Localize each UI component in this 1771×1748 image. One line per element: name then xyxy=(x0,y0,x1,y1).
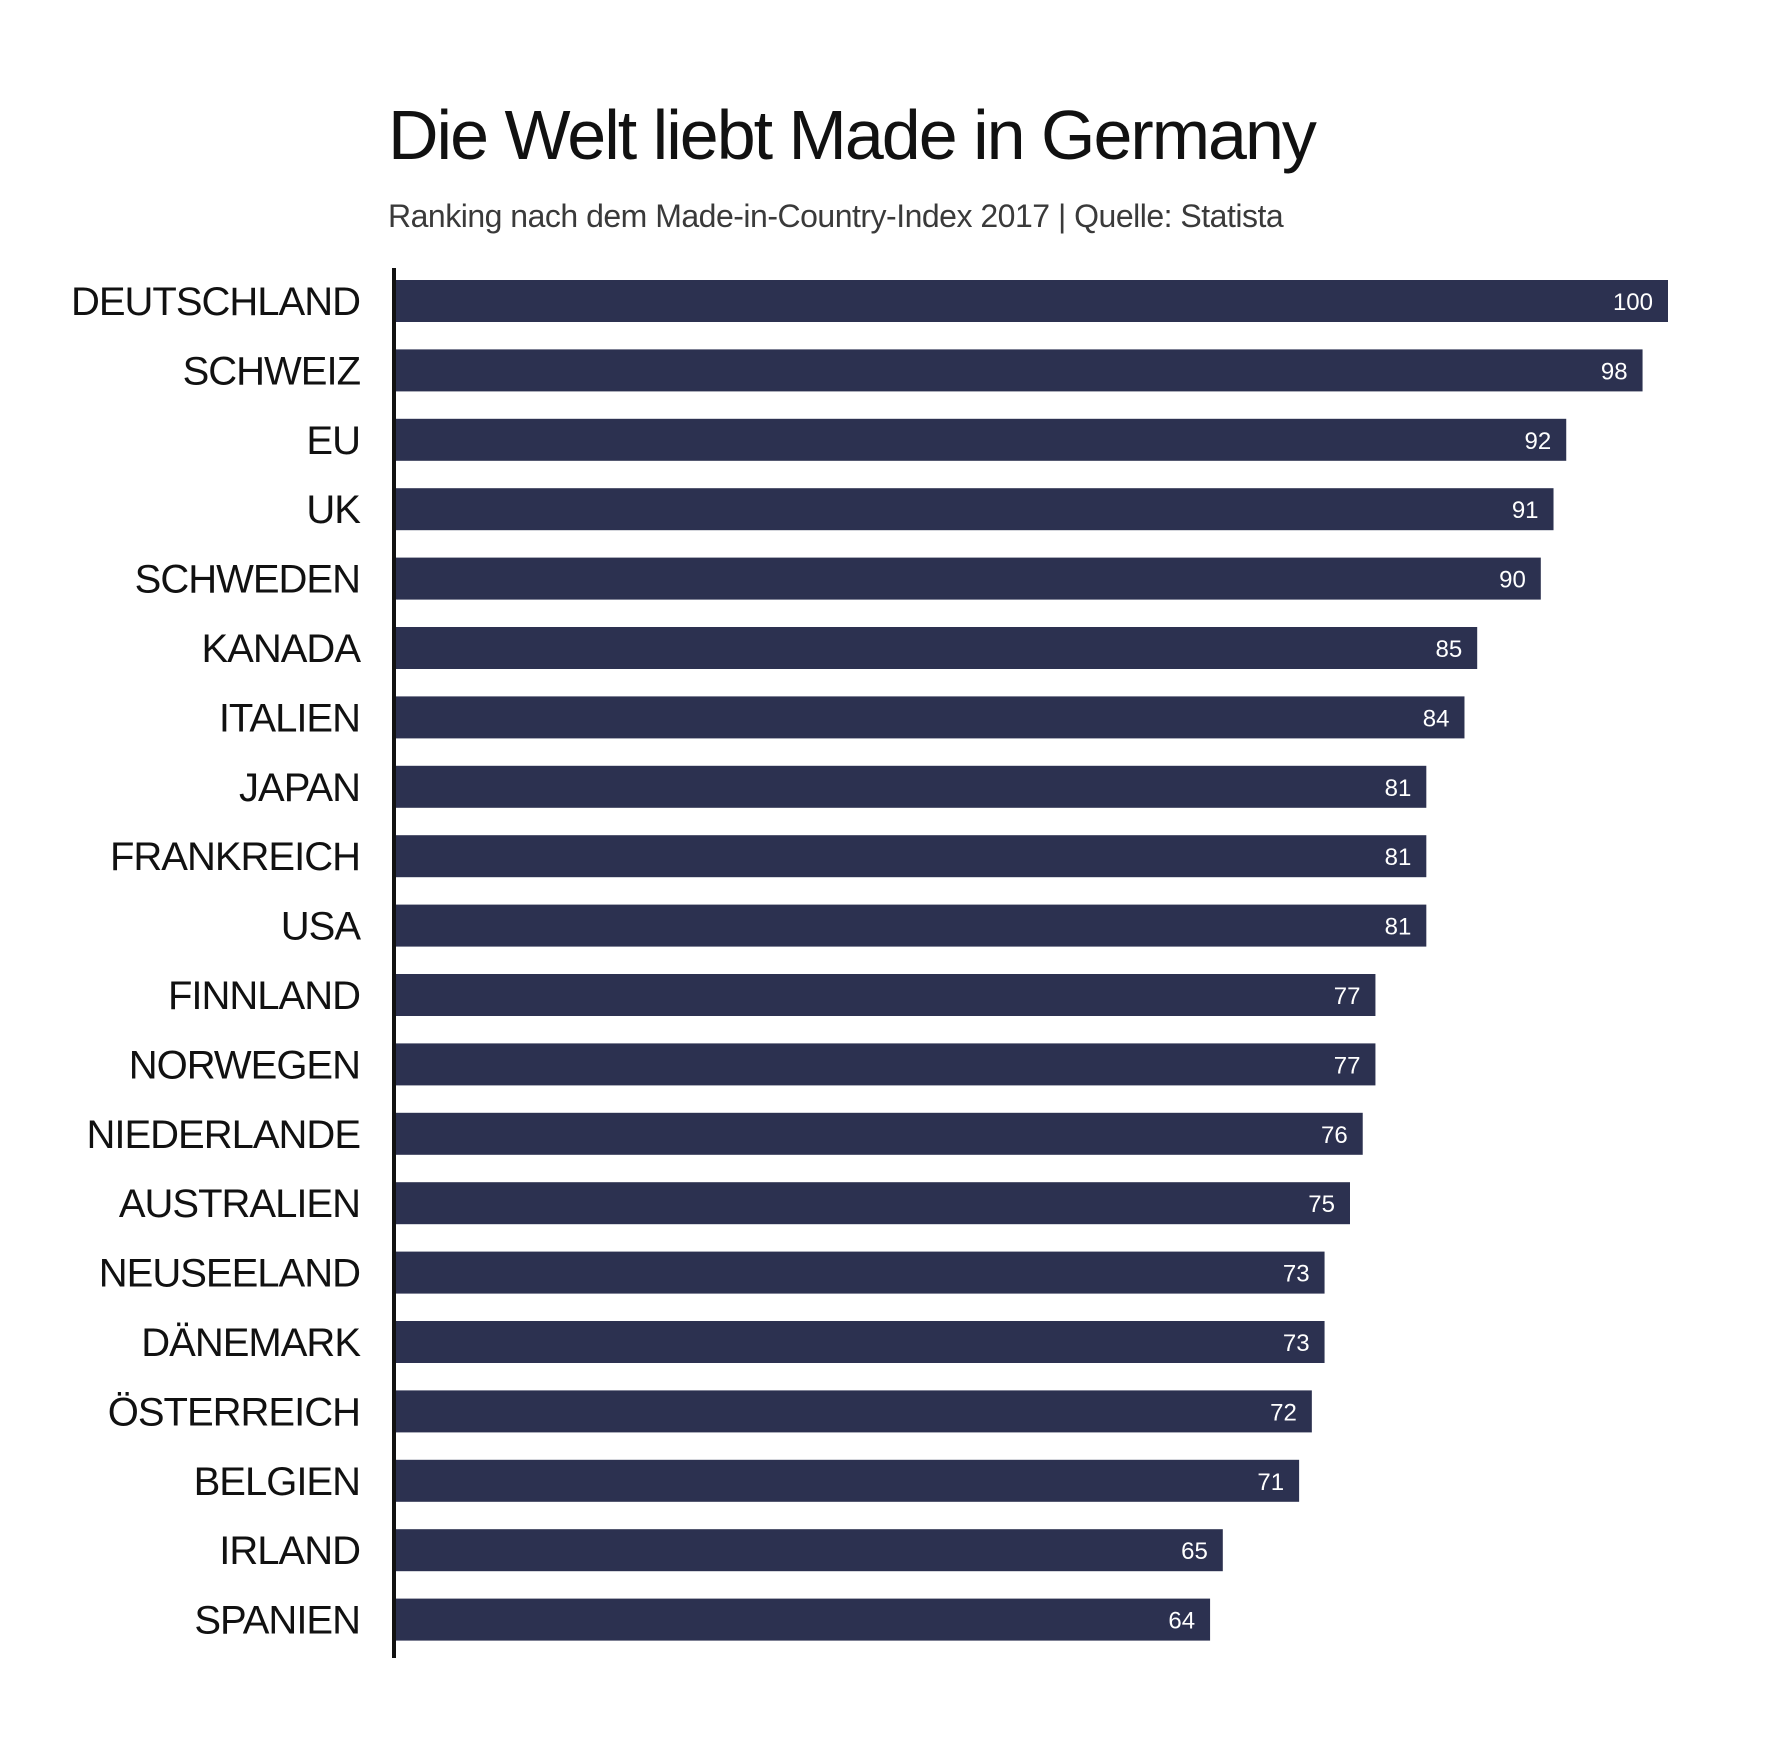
bar-8 xyxy=(396,835,1427,878)
value-label: 65 xyxy=(1181,1538,1208,1565)
value-label: 72 xyxy=(1270,1399,1297,1426)
bar-4 xyxy=(396,557,1541,600)
value-label: 91 xyxy=(1512,497,1539,524)
value-label: 81 xyxy=(1385,775,1412,802)
category-label: FINNLAND xyxy=(168,974,360,1018)
category-label: BELGIEN xyxy=(194,1460,360,1504)
value-label: 71 xyxy=(1257,1469,1284,1496)
category-label: NEUSEELAND xyxy=(99,1252,360,1296)
bar-5 xyxy=(396,627,1478,669)
category-label: ÖSTERREICH xyxy=(108,1390,360,1434)
value-label: 81 xyxy=(1385,914,1412,941)
chart-subtitle: Ranking nach dem Made-in-Country-Index 2… xyxy=(388,198,1284,234)
category-label: KANADA xyxy=(202,627,362,671)
category-label: NIEDERLANDE xyxy=(86,1113,360,1157)
category-label: ITALIEN xyxy=(219,696,360,740)
value-label: 77 xyxy=(1334,983,1361,1010)
category-label: SCHWEIZ xyxy=(183,349,361,393)
category-label: JAPAN xyxy=(239,766,360,810)
category-label: USA xyxy=(281,905,362,949)
bar-3 xyxy=(396,488,1554,531)
bar-7 xyxy=(396,765,1427,808)
value-label: 98 xyxy=(1601,358,1628,385)
bar-16 xyxy=(396,1390,1312,1433)
value-label: 64 xyxy=(1168,1608,1195,1635)
bar-6 xyxy=(396,696,1465,739)
value-label: 73 xyxy=(1283,1261,1310,1288)
value-label: 77 xyxy=(1334,1052,1361,1079)
value-label: 84 xyxy=(1423,705,1450,732)
category-label: FRANKREICH xyxy=(110,835,360,879)
bar-15 xyxy=(396,1321,1325,1363)
bar-2 xyxy=(396,418,1567,461)
bar-9 xyxy=(396,904,1427,947)
bar-19 xyxy=(396,1598,1211,1641)
category-label: SPANIEN xyxy=(194,1599,360,1643)
bar-14 xyxy=(396,1251,1325,1294)
bar-17 xyxy=(396,1459,1300,1502)
value-label: 73 xyxy=(1283,1330,1310,1357)
value-label: 76 xyxy=(1321,1122,1348,1149)
category-label: DÄNEMARK xyxy=(141,1321,361,1365)
category-label: DEUTSCHLAND xyxy=(71,280,360,324)
category-label: IRLAND xyxy=(219,1529,360,1573)
value-label: 90 xyxy=(1499,567,1526,594)
category-label: SCHWEDEN xyxy=(135,558,360,602)
value-label: 100 xyxy=(1613,289,1653,316)
bars-group: DEUTSCHLAND 100 SCHWEIZ 98 EU 92 UK 91 SCHWEDEN 9… xyxy=(71,280,1668,1643)
category-label: UK xyxy=(306,488,361,532)
category-label: EU xyxy=(306,419,360,463)
category-label: AUSTRALIEN xyxy=(119,1182,360,1226)
bar-1 xyxy=(396,349,1643,392)
category-label: NORWEGEN xyxy=(129,1043,360,1087)
bar-10 xyxy=(396,974,1376,1016)
value-label: 75 xyxy=(1308,1191,1335,1218)
value-label: 81 xyxy=(1385,844,1412,871)
chart-title: Die Welt liebt Made in Germany xyxy=(388,96,1317,174)
bar-12 xyxy=(396,1112,1363,1155)
value-label: 85 xyxy=(1435,636,1462,663)
bar-13 xyxy=(396,1182,1350,1225)
value-label: 92 xyxy=(1525,428,1552,455)
bar-18 xyxy=(396,1529,1223,1572)
bar-0 xyxy=(396,280,1668,322)
bar-11 xyxy=(396,1043,1376,1086)
